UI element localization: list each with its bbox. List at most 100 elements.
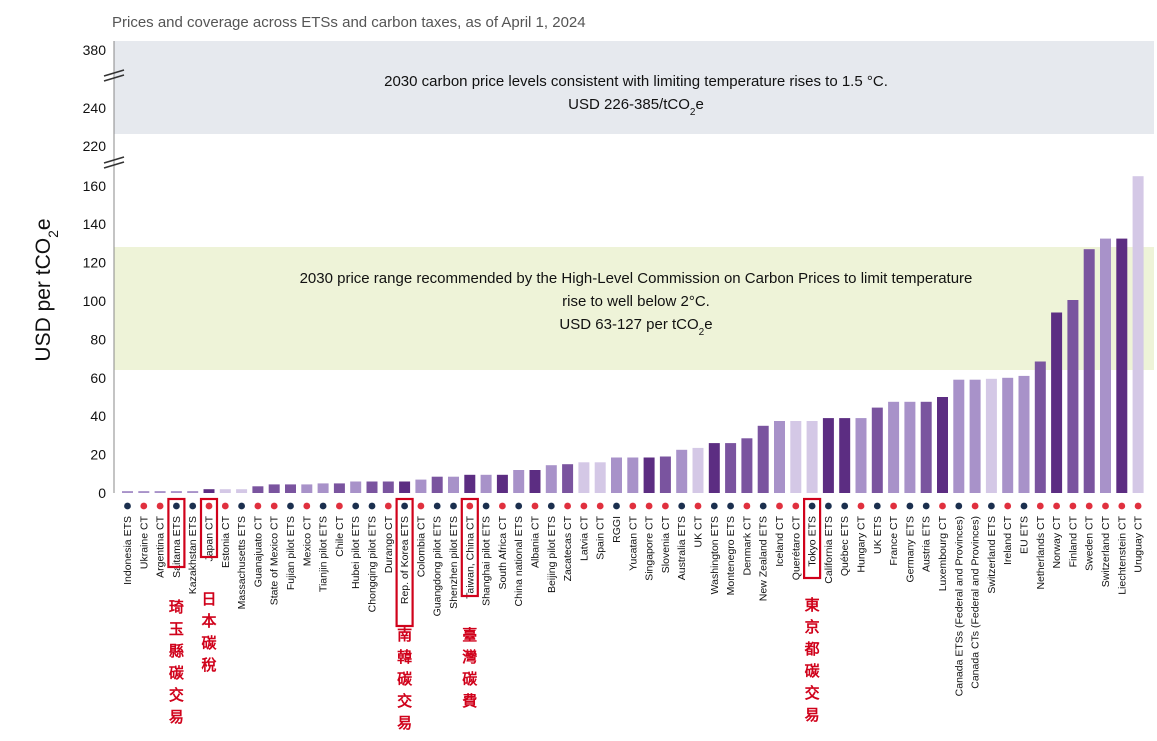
bar (594, 462, 606, 493)
y-tick-label-60: 60 (90, 370, 106, 386)
y-tick-label-40: 40 (90, 408, 106, 424)
ct-dot (466, 502, 474, 510)
x-tick-label: Indonesia ETS (122, 516, 134, 585)
ets-dot (189, 502, 197, 510)
x-tick-label: Zacatecas CT (562, 515, 574, 581)
ets-dot (613, 502, 620, 510)
bar (138, 491, 150, 493)
highlight-boxes (167, 497, 822, 628)
ets-dot (727, 502, 734, 510)
y-axis (103, 41, 125, 493)
x-tick-label: Shanghai pilot ETS (481, 516, 493, 606)
ct-dot (1036, 502, 1044, 510)
band-1p5c-range (114, 41, 1154, 134)
bar (920, 401, 932, 493)
bar (888, 401, 900, 493)
bar (839, 418, 851, 493)
x-tick-label: Saitama ETS (171, 516, 183, 578)
ct-dot (140, 502, 148, 510)
band-lower-line2: rise to well below 2°C. (562, 293, 710, 310)
x-tick-label: Beijing pilot ETS (546, 516, 558, 593)
ets-dot (450, 502, 457, 510)
ets-dot (124, 502, 131, 510)
ets-dot (678, 502, 686, 510)
y-axis-title-text: USD per tCO (32, 238, 55, 362)
ets-dot (759, 502, 767, 510)
ct-dot (890, 502, 897, 510)
x-tick-label: France CT (888, 515, 900, 565)
x-tick-label: Tokyo ETS (807, 516, 819, 567)
bar (187, 491, 199, 493)
bar (1002, 377, 1014, 493)
ets-dot (515, 502, 523, 510)
x-tick-label: Colombia CT (415, 515, 427, 577)
x-tick-label: EU ETS (1019, 516, 1031, 554)
x-tick-label: Querétaro CT (790, 515, 802, 580)
y-axis-title: USD per tCO2e (32, 218, 61, 361)
bar (676, 449, 688, 493)
x-tick-label: Germany ETS (904, 516, 916, 583)
bar (562, 464, 574, 493)
highlight-box (460, 497, 479, 598)
bar (1132, 176, 1144, 493)
bar (953, 379, 965, 493)
band-upper-line1: 2030 carbon price levels consistent with… (384, 73, 888, 90)
ct-dot (270, 502, 278, 510)
y-tick-label-380: 380 (83, 42, 107, 58)
x-tick-label: Hubei pilot ETS (350, 516, 362, 589)
bar (611, 457, 622, 493)
ct-dot (629, 502, 637, 510)
x-tick-label: Ukraine CT (138, 515, 150, 569)
bar (692, 447, 704, 493)
band-2c-range (114, 247, 1154, 370)
bar (871, 407, 883, 493)
bar (969, 379, 981, 493)
x-tick-label: Estonia CT (220, 515, 232, 568)
bar (1051, 312, 1063, 493)
bar (350, 481, 362, 493)
ct-dot (776, 502, 783, 510)
bar (399, 481, 411, 493)
ct-dot (645, 502, 653, 510)
x-tick-label: Slovenia CT (660, 515, 672, 573)
ets-dot (825, 502, 832, 510)
ct-dot (939, 502, 946, 510)
bar (496, 474, 508, 493)
bar (545, 465, 557, 493)
x-tick-label: Latvia CT (578, 515, 590, 561)
x-tick-label: Taiwan, China CT (464, 515, 476, 598)
ets-dot (955, 502, 963, 510)
ets-dot (433, 502, 441, 510)
ct-dot (1085, 502, 1093, 510)
y-tick-label-140: 140 (83, 216, 107, 232)
x-tick-label: Denmark CT (741, 515, 753, 575)
ct-dot (1134, 502, 1142, 510)
bar (366, 481, 378, 493)
band-lower-line1: 2030 price range recommended by the High… (300, 270, 973, 287)
bar (203, 489, 215, 493)
x-tick-label: Guangdong pilot ETS (432, 516, 444, 616)
x-tick-label: Uruguay CT (1133, 515, 1145, 572)
bar (937, 397, 948, 493)
x-tick-label: Rep. of Korea ETS (399, 516, 411, 604)
ct-dot (1118, 502, 1126, 510)
ct-dot (857, 502, 865, 510)
y-tick-label-20: 20 (90, 447, 106, 463)
x-tick-label: Chile CT (334, 515, 346, 556)
x-tick-label: Argentina CT (155, 515, 167, 577)
y-tick-label-0: 0 (98, 485, 106, 501)
ct-dot (580, 502, 588, 510)
x-tick-label: Japan CT (204, 515, 216, 561)
bar (1034, 361, 1046, 493)
x-tick-label: Norway CT (1051, 515, 1063, 568)
y-ticks: 0 20 40 60 80 100 120 140 160 220 240 380 (83, 42, 107, 501)
bar (301, 484, 313, 493)
x-tick-label: Iceland CT (774, 515, 786, 566)
y-tick-label-160: 160 (83, 178, 107, 194)
svg-text:USD per tCO2e: USD per tCO2e (32, 218, 61, 361)
bar (529, 470, 541, 493)
ets-dot (482, 502, 490, 510)
bar (741, 438, 753, 493)
x-tick-label: Liechtenstein CT (1116, 515, 1128, 594)
ets-dot (710, 502, 718, 510)
